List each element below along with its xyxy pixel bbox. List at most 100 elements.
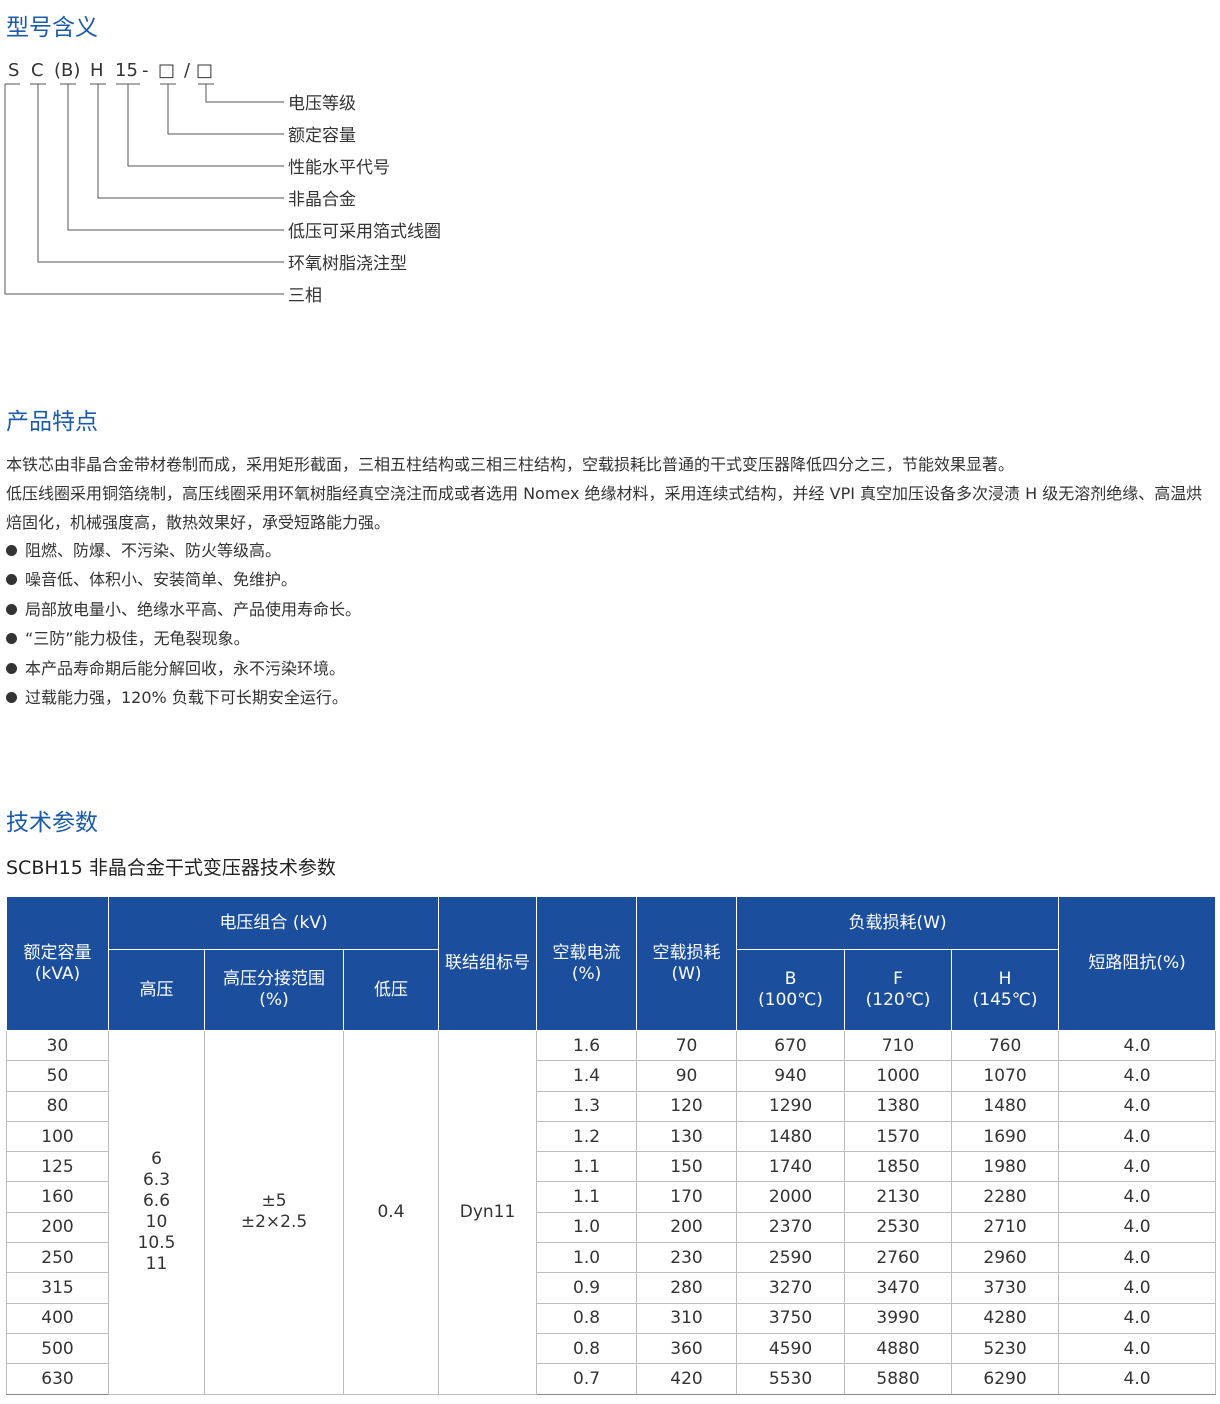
- table-row: 100 1.2 130 1480 1570 1690 4.0: [6, 1120, 1217, 1153]
- header-tap-range: 高压分接范围 (%): [204, 949, 344, 1031]
- list-item: 局部放电量小、绝缘水平高、产品使用寿命长。: [6, 595, 361, 624]
- cell-no-load-current: 1.6: [536, 1029, 638, 1062]
- cell-loss-f: 3990: [844, 1302, 953, 1334]
- cell-capacity: 125: [6, 1151, 109, 1183]
- cell-no-load-loss: 230: [636, 1242, 738, 1274]
- bullet-dot-icon: [6, 574, 17, 586]
- cell-loss-h: 1480: [951, 1090, 1060, 1122]
- cell-no-load-current: 1.2: [536, 1120, 638, 1153]
- cell-capacity: 160: [6, 1181, 109, 1213]
- list-item: 本产品寿命期后能分解回收，永不污染环境。: [6, 654, 361, 683]
- header-capacity: 额定容量 (kVA): [6, 896, 109, 1031]
- feature-paragraph-coil: 低压线圈采用铜箔绕制，高压线圈采用环氧树脂经真空浇注而成或者选用 Nomex 绝…: [6, 484, 1203, 532]
- legend-foil-coil: 低压可采用箔式线圈: [288, 222, 441, 242]
- cell-no-load-loss: 310: [636, 1302, 738, 1334]
- legend-voltage-class: 电压等级: [288, 94, 356, 114]
- cell-loss-h: 1980: [951, 1151, 1060, 1183]
- cell-loss-h: 6290: [951, 1363, 1060, 1395]
- cell-loss-h: 5230: [951, 1332, 1060, 1365]
- code-part-15: 15: [115, 60, 138, 81]
- code-part-slash: /: [184, 60, 191, 81]
- table-title: SCBH15 非晶合金干式变压器技术参数: [6, 857, 336, 879]
- cell-capacity: 100: [6, 1120, 109, 1153]
- header-no-load-current: 空载电流 (%): [536, 896, 638, 1031]
- list-item: 过载能力强，120% 负载下可长期安全运行。: [6, 683, 361, 712]
- cell-impedance: 4.0: [1058, 1242, 1217, 1274]
- cell-loss-b: 2370: [736, 1211, 846, 1244]
- cell-no-load-loss: 90: [636, 1060, 738, 1092]
- cell-capacity: 315: [6, 1272, 109, 1304]
- cell-loss-b: 4590: [736, 1332, 846, 1365]
- cell-capacity: 200: [6, 1211, 109, 1244]
- cell-loss-b: 5530: [736, 1363, 846, 1395]
- cell-impedance: 4.0: [1058, 1120, 1217, 1153]
- model-code-connector-lines: [4, 83, 284, 295]
- cell-capacity: 250: [6, 1242, 109, 1274]
- code-part-b: (B): [54, 60, 81, 81]
- section-title-tech-params: 技术参数: [6, 810, 98, 836]
- bullet-dot-icon: [6, 545, 17, 556]
- code-part-c: C: [31, 60, 44, 81]
- cell-loss-b: 3750: [736, 1302, 846, 1334]
- cell-loss-b: 670: [736, 1029, 846, 1062]
- cell-impedance: 4.0: [1058, 1181, 1217, 1213]
- cell-no-load-current: 0.9: [536, 1272, 638, 1304]
- cell-no-load-loss: 170: [636, 1181, 738, 1213]
- cell-capacity: 500: [6, 1332, 109, 1365]
- cell-loss-f: 5880: [844, 1363, 953, 1395]
- legend-three-phase: 三相: [288, 286, 322, 306]
- legend-rated-capacity: 额定容量: [288, 126, 356, 146]
- cell-no-load-current: 1.0: [536, 1242, 638, 1274]
- header-hv: 高压: [108, 949, 205, 1031]
- code-part-box2: □: [196, 60, 214, 81]
- cell-no-load-current: 0.8: [536, 1332, 638, 1365]
- table-row: 315 0.9 280 3270 3470 3730 4.0: [6, 1272, 1217, 1304]
- cell-impedance: 4.0: [1058, 1302, 1217, 1334]
- legend-performance-code: 性能水平代号: [288, 158, 390, 178]
- code-part-s: S: [8, 60, 20, 81]
- cell-loss-f: 4880: [844, 1332, 953, 1365]
- cell-loss-b: 1290: [736, 1090, 846, 1122]
- cell-capacity: 400: [6, 1302, 109, 1334]
- cell-no-load-loss: 200: [636, 1211, 738, 1244]
- cell-loss-h: 1690: [951, 1120, 1060, 1153]
- cell-loss-h: 1070: [951, 1060, 1060, 1092]
- cell-loss-h: 2710: [951, 1211, 1060, 1244]
- header-no-load-loss: 空载损耗 (W): [636, 896, 738, 1031]
- cell-loss-b: 1480: [736, 1120, 846, 1153]
- cell-loss-b: 2590: [736, 1242, 846, 1274]
- cell-loss-f: 710: [844, 1029, 953, 1062]
- cell-no-load-current: 1.0: [536, 1211, 638, 1244]
- code-part-dash: -: [142, 60, 149, 81]
- header-connection: 联结组标号: [438, 896, 538, 1031]
- cell-loss-h: 2280: [951, 1181, 1060, 1213]
- cell-no-load-current: 1.1: [536, 1181, 638, 1213]
- header-impedance: 短路阻抗(%): [1058, 896, 1217, 1031]
- cell-loss-h: 4280: [951, 1302, 1060, 1334]
- cell-loss-h: 3730: [951, 1272, 1060, 1304]
- cell-loss-h: 760: [951, 1029, 1060, 1062]
- legend-amorphous-alloy: 非晶合金: [288, 190, 356, 210]
- cell-capacity: 80: [6, 1090, 109, 1122]
- cell-impedance: 4.0: [1058, 1029, 1217, 1062]
- cell-impedance: 4.0: [1058, 1211, 1217, 1244]
- cell-lv: 0.4: [342, 1030, 440, 1395]
- cell-no-load-current: 1.3: [536, 1090, 638, 1122]
- cell-impedance: 4.0: [1058, 1272, 1217, 1304]
- feature-bullet-list: 阻燃、防爆、不污染、防火等级高。 噪音低、体积小、安装简单、免维护。 局部放电量…: [6, 536, 361, 712]
- header-loss-h: H (145℃): [951, 949, 1060, 1031]
- cell-loss-b: 1740: [736, 1151, 846, 1183]
- cell-impedance: 4.0: [1058, 1060, 1217, 1092]
- table-row: 30 6 6.3 6.6 10 10.5 11 ±5 ±2×2.5 0.4 Dy…: [6, 1029, 1217, 1395]
- cell-loss-f: 3470: [844, 1272, 953, 1304]
- cell-no-load-current: 1.4: [536, 1060, 638, 1092]
- cell-capacity: 630: [6, 1363, 109, 1395]
- cell-no-load-loss: 280: [636, 1272, 738, 1304]
- cell-impedance: 4.0: [1058, 1363, 1217, 1395]
- cell-loss-b: 3270: [736, 1272, 846, 1304]
- cell-impedance: 4.0: [1058, 1151, 1217, 1183]
- table-row: 630 0.7 420 5530 5880 6290 4.0: [6, 1363, 1217, 1395]
- cell-capacity: 30: [6, 1029, 109, 1062]
- cell-connection: Dyn11: [438, 1030, 538, 1395]
- cell-impedance: 4.0: [1058, 1332, 1217, 1365]
